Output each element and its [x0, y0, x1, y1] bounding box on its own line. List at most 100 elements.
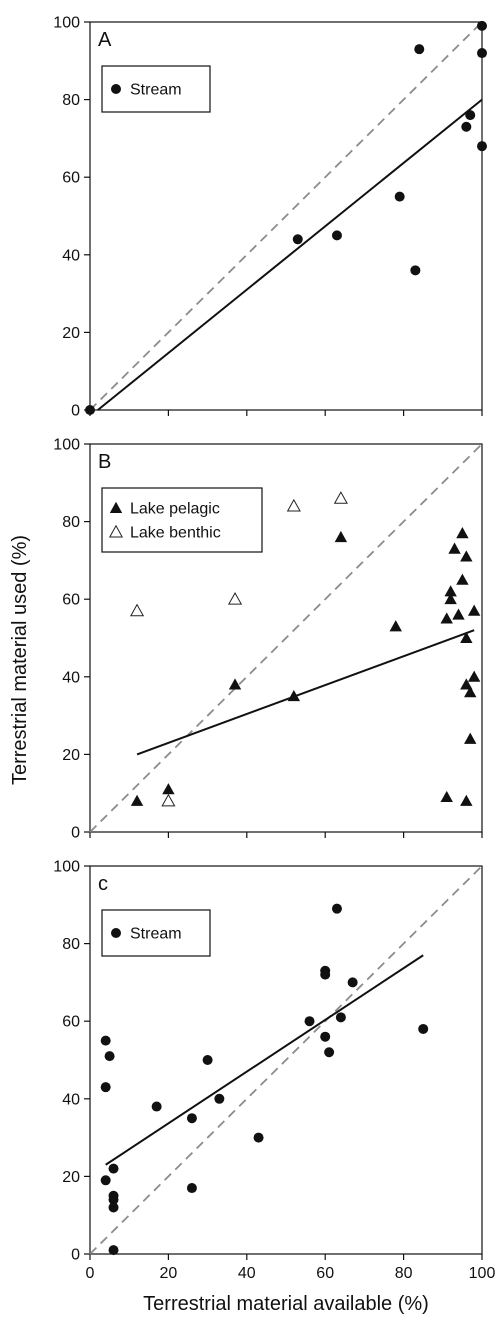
data-point: [108, 1202, 119, 1213]
legend-marker: [111, 84, 121, 94]
legend-label: Lake benthic: [130, 525, 221, 542]
data-point: [477, 48, 487, 59]
regression-line: [136, 629, 475, 756]
data-point: [320, 969, 331, 980]
x-tick-label: 20: [160, 1265, 178, 1282]
y-tick-label: 100: [53, 437, 80, 454]
legend-marker: [108, 524, 124, 538]
panel-2: 0 20 40 60 80 100 0 20 40 60 80 100 c Stream: [53, 859, 495, 1283]
data-point: [448, 542, 461, 554]
legend-box: [101, 487, 263, 553]
data-point: [129, 603, 145, 617]
data-point: [460, 550, 473, 562]
legend-label: Stream: [130, 926, 182, 943]
panel-label: A: [98, 29, 112, 51]
legend-label: Stream: [130, 82, 182, 99]
data-point: [464, 686, 477, 698]
data-point: [108, 1245, 119, 1256]
legend-marker: [111, 928, 121, 938]
y-tick-label: 0: [71, 1247, 80, 1264]
data-point: [456, 527, 469, 539]
data-point: [286, 498, 301, 512]
y-tick-label: 60: [62, 592, 80, 609]
data-point: [414, 44, 425, 55]
data-point: [253, 1132, 264, 1143]
one-to-one-line: [89, 865, 483, 1255]
y-tick-label: 0: [71, 403, 80, 420]
x-tick-label: 100: [469, 1265, 496, 1282]
data-point: [186, 1113, 197, 1124]
data-point: [100, 1175, 111, 1186]
y-tick-label: 60: [62, 1014, 80, 1031]
y-tick-label: 40: [62, 247, 80, 264]
panel-label: B: [98, 451, 111, 473]
panel-1: 0 20 40 60 80 100 B Lake pelagic Lake benthic: [53, 437, 483, 842]
data-point: [104, 1051, 115, 1062]
data-point: [460, 631, 473, 643]
data-point: [461, 121, 472, 132]
legend-marker: [109, 501, 123, 513]
data-point: [151, 1101, 162, 1112]
data-point: [440, 790, 453, 803]
data-point: [460, 794, 473, 806]
data-point: [410, 265, 421, 276]
data-point: [456, 573, 469, 585]
data-point: [467, 604, 481, 616]
data-point: [331, 230, 342, 241]
data-point: [464, 732, 477, 744]
regression-line: [97, 98, 483, 411]
data-point: [304, 1016, 315, 1027]
data-point: [108, 1163, 119, 1174]
data-point: [324, 1047, 335, 1058]
data-point: [228, 678, 242, 690]
y-tick-label: 40: [62, 1091, 80, 1108]
panel-0: 0 20 40 60 80 100 A Stream: [53, 15, 487, 420]
y-tick-label: 20: [62, 325, 80, 342]
data-point: [418, 1023, 429, 1034]
one-to-one-line: [89, 21, 483, 411]
data-point: [347, 977, 358, 988]
y-tick-label: 80: [62, 92, 80, 109]
one-to-one-line: [89, 443, 483, 833]
data-point: [214, 1093, 225, 1104]
y-tick-label: 100: [53, 859, 80, 876]
y-tick-label: 20: [62, 1169, 80, 1186]
data-point: [202, 1055, 213, 1065]
data-point: [85, 405, 95, 415]
x-tick-label: 40: [238, 1265, 256, 1282]
plot-frame: [89, 443, 483, 833]
data-point: [444, 593, 457, 605]
x-tick-label: 0: [86, 1265, 95, 1282]
panel-label: c: [98, 873, 108, 895]
y-axis-label: Terrestrial material used (%): [9, 535, 31, 785]
data-point: [333, 491, 348, 504]
x-tick-label: 80: [395, 1265, 413, 1282]
y-tick-label: 0: [71, 825, 80, 842]
data-point: [162, 783, 175, 795]
data-point: [186, 1183, 197, 1194]
x-axis-label: Terrestrial material available (%): [143, 1293, 429, 1315]
data-point: [335, 1012, 346, 1023]
y-tick-label: 100: [53, 15, 80, 32]
y-tick-label: 40: [62, 669, 80, 686]
data-point: [100, 1082, 111, 1093]
data-point: [227, 591, 243, 605]
data-point: [394, 191, 405, 202]
data-point: [465, 110, 476, 121]
data-point: [460, 678, 473, 690]
plot-frame: [89, 21, 483, 411]
data-point: [440, 612, 453, 624]
data-point: [130, 794, 144, 806]
data-point: [444, 585, 457, 597]
data-point: [467, 670, 481, 682]
data-point: [389, 620, 402, 632]
data-point: [477, 20, 487, 31]
data-point: [100, 1035, 111, 1046]
chart-panels: 0 20 40 60 80 100 A Stream 0 20 40 60 80 100 B Lake pel…: [53, 15, 495, 1283]
plot-frame: [89, 865, 483, 1255]
x-tick-label: 60: [316, 1265, 334, 1282]
data-point: [292, 234, 303, 245]
y-tick-label: 20: [62, 747, 80, 764]
y-tick-label: 60: [62, 170, 80, 187]
data-point: [331, 903, 342, 914]
